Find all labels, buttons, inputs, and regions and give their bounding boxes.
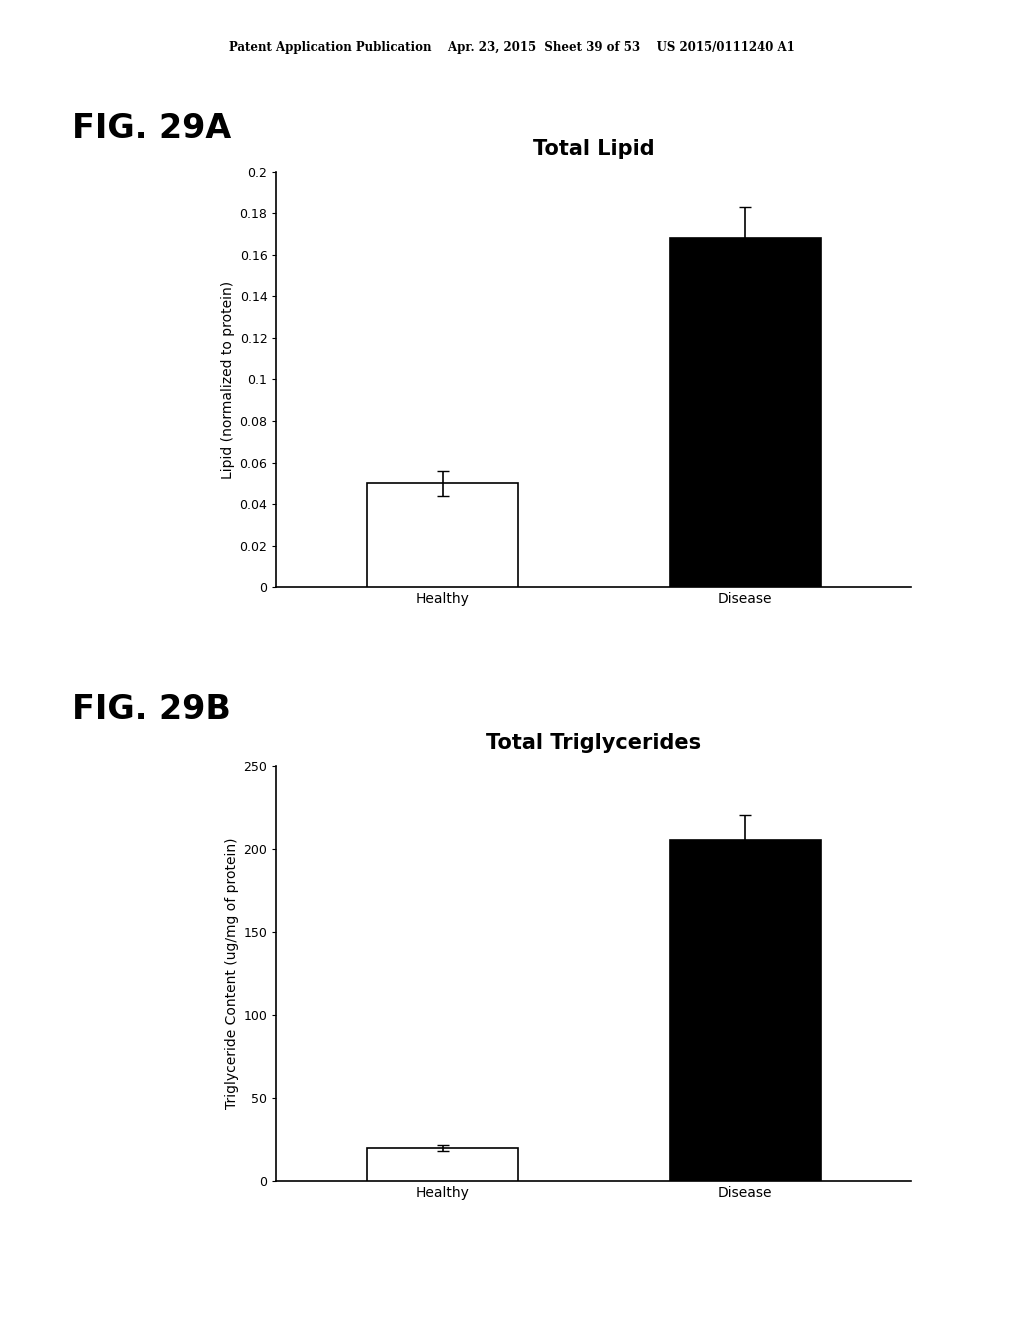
Text: FIG. 29A: FIG. 29A	[72, 112, 231, 145]
Y-axis label: Triglyceride Content (ug/mg of protein): Triglyceride Content (ug/mg of protein)	[225, 838, 240, 1109]
Bar	[368, 483, 518, 587]
Bar	[670, 238, 820, 587]
Bar	[670, 841, 820, 1181]
Title: Total Triglycerides: Total Triglycerides	[486, 733, 701, 752]
Title: Total Lipid: Total Lipid	[534, 139, 654, 158]
Bar	[368, 1148, 518, 1181]
Y-axis label: Lipid (normalized to protein): Lipid (normalized to protein)	[221, 280, 236, 479]
Text: Patent Application Publication    Apr. 23, 2015  Sheet 39 of 53    US 2015/01112: Patent Application Publication Apr. 23, …	[229, 41, 795, 54]
Text: FIG. 29B: FIG. 29B	[72, 693, 230, 726]
